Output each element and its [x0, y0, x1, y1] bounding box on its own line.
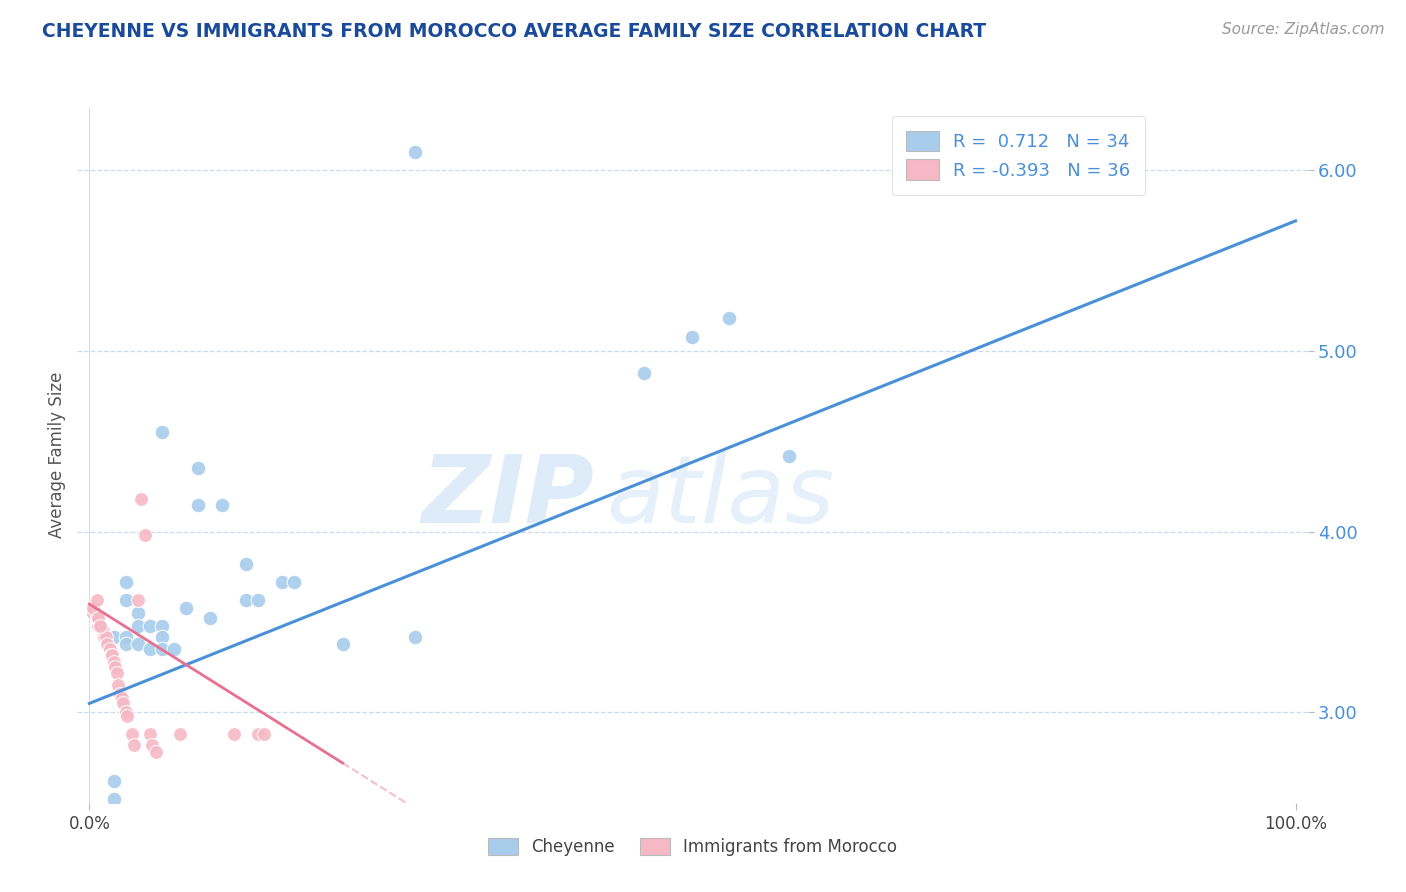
Point	[115, 709, 138, 723]
Point	[86, 593, 108, 607]
Point	[93, 630, 115, 644]
Point	[141, 738, 163, 752]
Point	[247, 727, 270, 741]
Point	[247, 593, 270, 607]
Point	[101, 648, 124, 662]
Point	[98, 642, 121, 657]
Point	[127, 593, 149, 607]
Text: Source: ZipAtlas.com: Source: ZipAtlas.com	[1222, 22, 1385, 37]
Point	[138, 618, 160, 632]
Point	[111, 690, 134, 705]
Point	[253, 727, 276, 741]
Point	[150, 618, 173, 632]
Point	[235, 558, 257, 572]
Point	[127, 606, 149, 620]
Text: ZIP: ZIP	[422, 450, 595, 542]
Point	[187, 461, 209, 475]
Point	[87, 611, 110, 625]
Point	[187, 498, 209, 512]
Point	[91, 624, 114, 639]
Point	[127, 618, 149, 632]
Point	[332, 637, 354, 651]
Point	[138, 642, 160, 657]
Y-axis label: Average Family Size: Average Family Size	[48, 372, 66, 538]
Point	[138, 727, 160, 741]
Point	[121, 727, 143, 741]
Point	[82, 600, 104, 615]
Point	[96, 630, 118, 644]
Point	[682, 329, 704, 343]
Point	[87, 618, 110, 632]
Point	[122, 738, 145, 752]
Point	[114, 593, 136, 607]
Point	[82, 606, 104, 620]
Point	[108, 687, 131, 701]
Point	[404, 145, 426, 160]
Point	[174, 600, 197, 615]
Point	[150, 630, 173, 644]
Point	[89, 618, 111, 632]
Point	[96, 637, 118, 651]
Point	[86, 611, 108, 625]
Point	[129, 492, 152, 507]
Point	[114, 575, 136, 590]
Point	[145, 745, 167, 759]
Point	[127, 637, 149, 651]
Point	[778, 449, 800, 463]
Point	[150, 425, 173, 440]
Point	[169, 727, 191, 741]
Text: atlas: atlas	[606, 451, 835, 542]
Point	[235, 593, 257, 607]
Point	[114, 630, 136, 644]
Point	[271, 575, 294, 590]
Point	[134, 528, 156, 542]
Point	[404, 630, 426, 644]
Point	[103, 655, 125, 669]
Point	[224, 727, 246, 741]
Text: CHEYENNE VS IMMIGRANTS FROM MOROCCO AVERAGE FAMILY SIZE CORRELATION CHART: CHEYENNE VS IMMIGRANTS FROM MOROCCO AVER…	[42, 22, 986, 41]
Point	[103, 630, 125, 644]
Point	[105, 665, 128, 680]
Point	[103, 792, 125, 806]
Point	[198, 611, 221, 625]
Point	[89, 618, 111, 632]
Point	[112, 697, 135, 711]
Point	[633, 366, 655, 380]
Point	[717, 311, 740, 326]
Point	[107, 678, 129, 692]
Point	[163, 642, 186, 657]
Point	[114, 637, 136, 651]
Point	[103, 774, 125, 789]
Point	[104, 660, 127, 674]
Point	[150, 642, 173, 657]
Point	[283, 575, 305, 590]
Point	[114, 706, 136, 720]
Legend: Cheyenne, Immigrants from Morocco: Cheyenne, Immigrants from Morocco	[479, 830, 905, 864]
Point	[211, 498, 233, 512]
Point	[100, 648, 122, 662]
